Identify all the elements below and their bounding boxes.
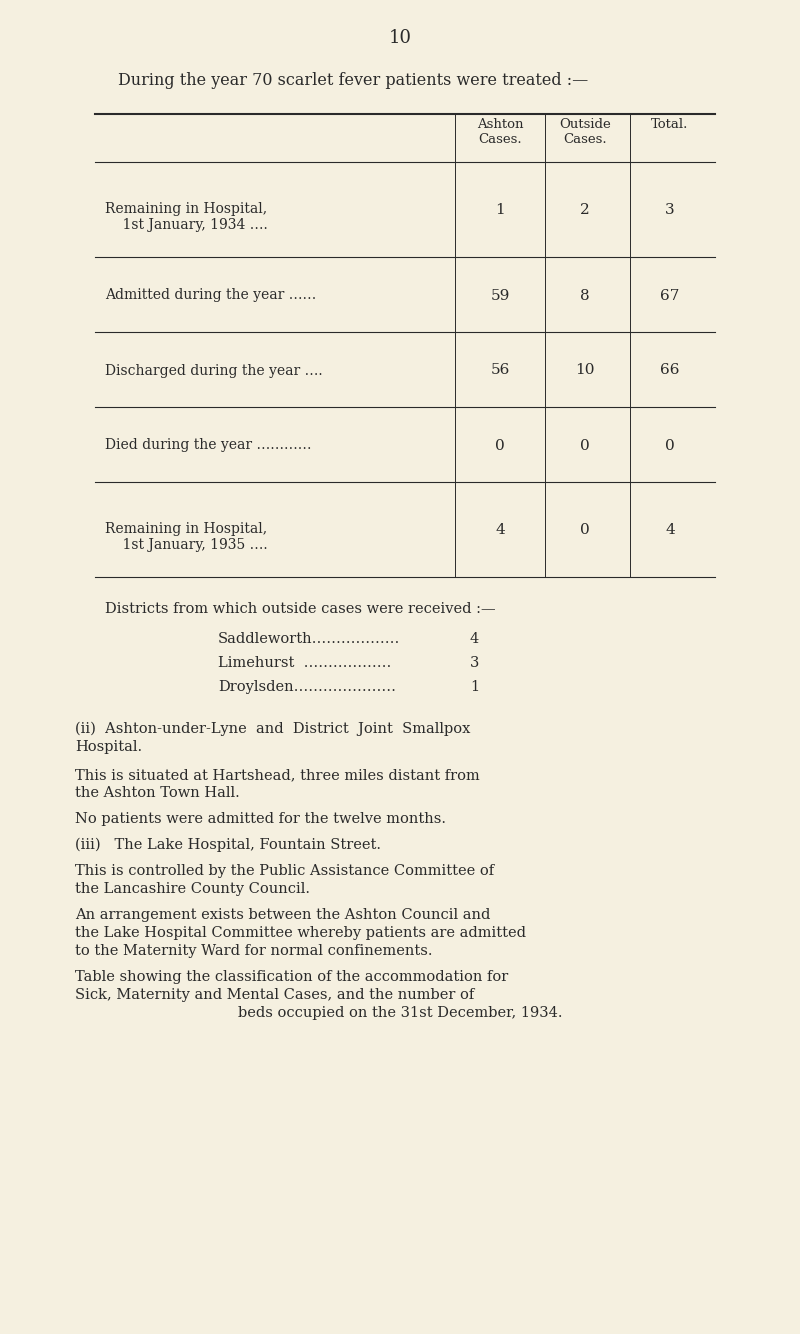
Text: 0: 0 [580, 523, 590, 538]
Text: This is situated at Hartshead, three miles distant from: This is situated at Hartshead, three mil… [75, 768, 480, 782]
Text: Admitted during the year ……: Admitted during the year …… [105, 288, 316, 303]
Text: 0: 0 [495, 439, 505, 452]
Text: the Ashton Town Hall.: the Ashton Town Hall. [75, 786, 240, 800]
Text: 10: 10 [389, 29, 411, 47]
Text: 67: 67 [660, 288, 680, 303]
Text: 4: 4 [495, 523, 505, 538]
Text: 3: 3 [665, 204, 675, 217]
Text: 8: 8 [580, 288, 590, 303]
Text: 1st January, 1935 ….: 1st January, 1935 …. [105, 538, 268, 551]
Text: This is controlled by the Public Assistance Committee of: This is controlled by the Public Assista… [75, 864, 494, 878]
Text: the Lake Hospital Committee whereby patients are admitted: the Lake Hospital Committee whereby pati… [75, 926, 526, 940]
Text: Limehurst  ………………: Limehurst ……………… [218, 656, 391, 670]
Text: (iii)   The Lake Hospital, Fountain Street.: (iii) The Lake Hospital, Fountain Street… [75, 838, 381, 852]
Text: Remaining in Hospital,: Remaining in Hospital, [105, 522, 267, 535]
Text: 4: 4 [665, 523, 675, 538]
Text: 56: 56 [490, 363, 510, 378]
Text: 10: 10 [575, 363, 594, 378]
Text: 59: 59 [490, 288, 510, 303]
Text: Remaining in Hospital,: Remaining in Hospital, [105, 201, 267, 216]
Text: 1: 1 [470, 680, 479, 694]
Text: Droylsden…………………: Droylsden………………… [218, 680, 396, 694]
Text: No patients were admitted for the twelve months.: No patients were admitted for the twelve… [75, 812, 446, 826]
Text: Discharged during the year ….: Discharged during the year …. [105, 363, 322, 378]
Text: the Lancashire County Council.: the Lancashire County Council. [75, 882, 310, 896]
Text: (ii)  Ashton-under-Lyne  and  District  Joint  Smallpox: (ii) Ashton-under-Lyne and District Join… [75, 722, 470, 736]
Text: An arrangement exists between the Ashton Council and: An arrangement exists between the Ashton… [75, 908, 490, 922]
Text: beds occupied on the 31st December, 1934.: beds occupied on the 31st December, 1934… [238, 1006, 562, 1021]
Text: 1: 1 [495, 204, 505, 217]
Text: Outside
Cases.: Outside Cases. [559, 117, 611, 145]
Text: 0: 0 [580, 439, 590, 452]
Text: Table showing the classification of the accommodation for: Table showing the classification of the … [75, 970, 508, 984]
Text: 1st January, 1934 ….: 1st January, 1934 …. [105, 217, 268, 232]
Text: 66: 66 [660, 363, 680, 378]
Text: Ashton
Cases.: Ashton Cases. [477, 117, 523, 145]
Text: 0: 0 [665, 439, 675, 452]
Text: During the year 70 scarlet fever patients were treated :—: During the year 70 scarlet fever patient… [118, 72, 588, 89]
Text: 4: 4 [470, 632, 479, 646]
Text: 2: 2 [580, 204, 590, 217]
Text: Hospital.: Hospital. [75, 740, 142, 754]
Text: Total.: Total. [651, 117, 689, 131]
Text: Died during the year …………: Died during the year ………… [105, 439, 311, 452]
Text: Sick, Maternity and Mental Cases, and the number of: Sick, Maternity and Mental Cases, and th… [75, 988, 474, 1002]
Text: Districts from which outside cases were received :—: Districts from which outside cases were … [105, 602, 496, 616]
Text: 3: 3 [470, 656, 479, 670]
Text: to the Maternity Ward for normal confinements.: to the Maternity Ward for normal confine… [75, 944, 433, 958]
Text: Saddleworth………………: Saddleworth……………… [218, 632, 400, 646]
